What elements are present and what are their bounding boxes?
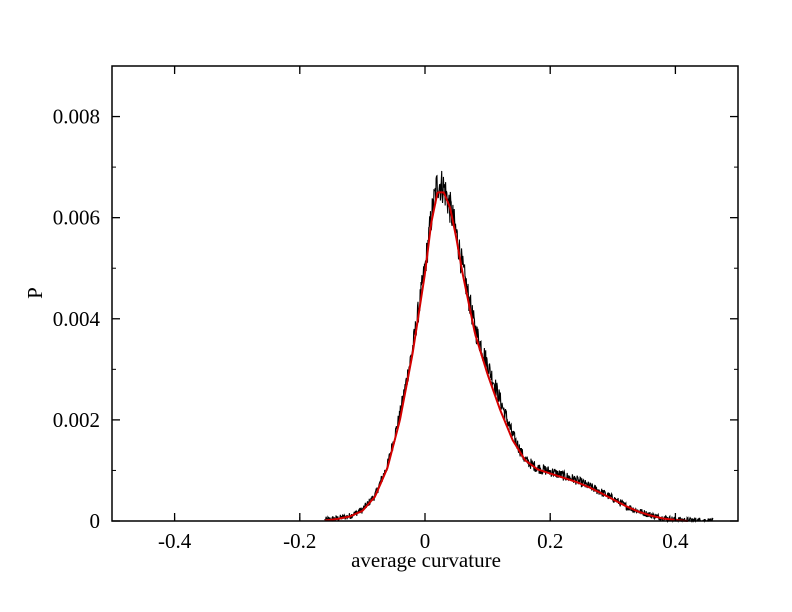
y-tick-label: 0.008 (53, 105, 100, 129)
y-tick-label: 0.006 (53, 206, 100, 230)
series-layer (324, 170, 714, 524)
y-tick-label: 0.002 (53, 408, 100, 432)
x-axis-title: average curvature (351, 548, 501, 572)
y-axis-title: P (23, 287, 47, 299)
series-histogram-line (324, 170, 714, 524)
y-tick-label: 0.004 (53, 307, 101, 331)
x-tick-label: 0 (420, 529, 431, 553)
y-tick-label: 0 (90, 509, 101, 533)
x-tick-label: 0.4 (662, 529, 689, 553)
x-tick-label: 0.2 (537, 529, 563, 553)
x-tick-label: -0.4 (158, 529, 192, 553)
tick-layer: -0.4 -0.2 0 0.2 0.4 0 0.002 0.004 0.006 0.008 (53, 66, 738, 553)
plot-frame (111, 65, 739, 522)
series-fit-line (324, 191, 689, 522)
x-tick-label: -0.2 (283, 529, 316, 553)
